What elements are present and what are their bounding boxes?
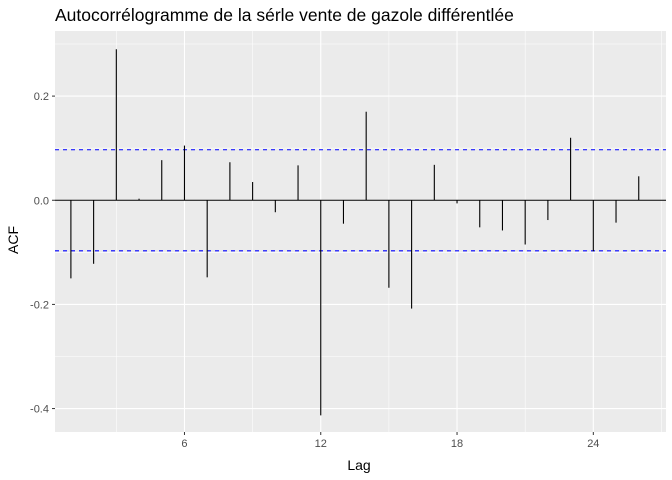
x-axis-title: Lag xyxy=(347,457,370,473)
x-tick-label: 18 xyxy=(451,438,463,450)
chart-title: Autocorrélogramme de la sérle vente de g… xyxy=(55,5,514,25)
plot-panel xyxy=(55,31,666,432)
y-tick-label: 0.0 xyxy=(34,195,49,207)
y-tick-label: -0.2 xyxy=(30,299,49,311)
x-axis: 6 12 18 24 xyxy=(181,432,599,450)
y-axis-title: ACF xyxy=(5,226,21,254)
y-tick-label: -0.4 xyxy=(30,404,49,416)
x-tick-label: 24 xyxy=(587,438,599,450)
acf-spikes xyxy=(70,49,640,416)
x-tick-label: 6 xyxy=(181,438,187,450)
x-tick-label: 12 xyxy=(315,438,327,450)
grid-minor xyxy=(55,31,666,432)
confidence-bounds xyxy=(55,149,666,252)
y-axis: 0.2 0.0 -0.2 -0.4 xyxy=(30,91,55,416)
y-tick-label: 0.2 xyxy=(34,91,49,103)
